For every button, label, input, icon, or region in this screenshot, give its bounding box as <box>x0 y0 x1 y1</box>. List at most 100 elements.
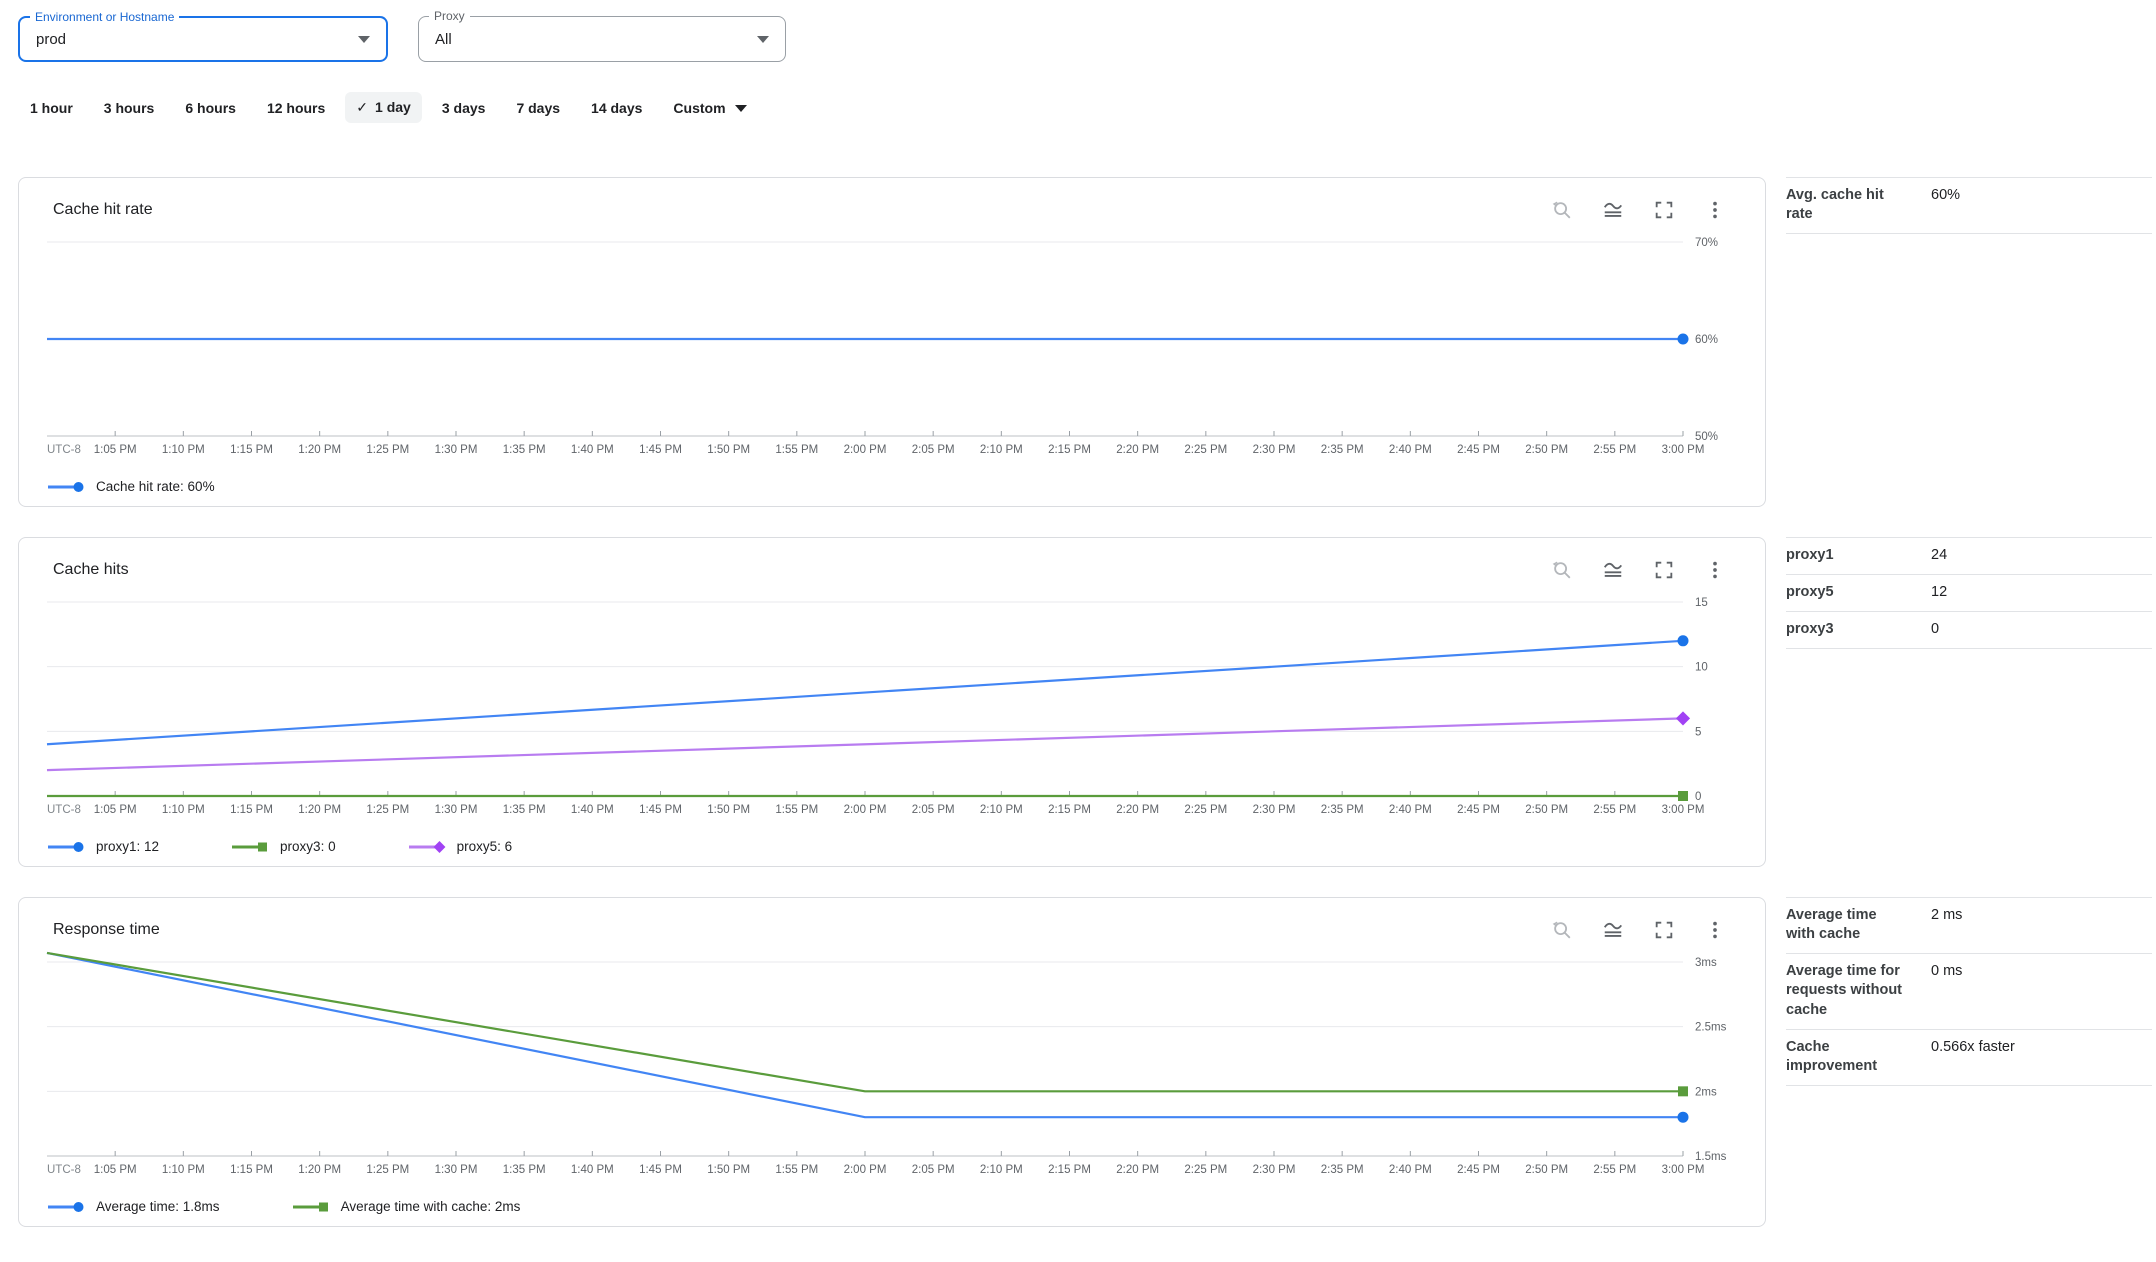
svg-text:1:40 PM: 1:40 PM <box>571 1164 614 1176</box>
time-range-6-hours[interactable]: 6 hours <box>185 99 236 116</box>
chart-title: Cache hits <box>53 561 129 578</box>
chart-style-icon[interactable] <box>1601 918 1625 942</box>
dashboard: Cache hit rate 70% 60% 50% 1:05 <box>0 177 2156 1227</box>
cache-hits-legend: proxy1: 12 proxy3: 0 proxy5: 6 <box>47 839 1765 854</box>
svg-text:1:20 PM: 1:20 PM <box>298 1164 341 1176</box>
stat-value: 24 <box>1931 547 1948 563</box>
legend-item[interactable]: Cache hit rate: 60% <box>47 479 215 494</box>
cache-hit-rate-row: Cache hit rate 70% 60% 50% 1:05 <box>18 177 2156 507</box>
stat-row: Avg. cache hit rate 60% <box>1786 178 2152 235</box>
svg-text:2:10 PM: 2:10 PM <box>980 1164 1023 1176</box>
svg-text:1:25 PM: 1:25 PM <box>366 444 409 456</box>
zoom-reset-icon[interactable] <box>1550 918 1574 942</box>
time-range-3-days[interactable]: 3 days <box>441 99 486 116</box>
chevron-down-icon <box>757 35 769 43</box>
svg-text:1:55 PM: 1:55 PM <box>775 804 818 816</box>
check-icon: ✓ <box>356 99 369 115</box>
stat-value: 60% <box>1931 187 1961 203</box>
svg-text:2:15 PM: 2:15 PM <box>1048 1164 1091 1176</box>
svg-text:1:45 PM: 1:45 PM <box>639 444 682 456</box>
response-time-stats-panel: Average time with cache 2 ms Average time … <box>1786 897 2152 1086</box>
svg-text:2:05 PM: 2:05 PM <box>912 444 955 456</box>
proxy-select-value: All <box>435 30 452 48</box>
svg-text:2:10 PM: 2:10 PM <box>980 804 1023 816</box>
svg-text:2:45 PM: 2:45 PM <box>1457 1164 1500 1176</box>
chart-toolbar <box>1550 918 1727 942</box>
more-options-icon[interactable] <box>1703 198 1727 222</box>
svg-text:1:20 PM: 1:20 PM <box>298 804 341 816</box>
circle-series-marker <box>48 481 84 492</box>
time-range-1-day[interactable]: ✓ 1 day <box>345 92 422 123</box>
time-range-7-days[interactable]: 7 days <box>516 99 561 116</box>
chart-style-icon[interactable] <box>1601 198 1625 222</box>
time-range-custom[interactable]: Custom <box>662 93 757 123</box>
svg-text:2:30 PM: 2:30 PM <box>1253 1164 1296 1176</box>
zoom-reset-icon[interactable] <box>1550 198 1574 222</box>
cache-hits-row: Cache hits 15 10 5 0 1:05 PM 1:10 <box>18 537 2156 867</box>
svg-text:1:15 PM: 1:15 PM <box>230 1164 273 1176</box>
time-range-14-days[interactable]: 14 days <box>591 99 643 116</box>
svg-text:0: 0 <box>1695 791 1701 803</box>
svg-text:1:30 PM: 1:30 PM <box>435 444 478 456</box>
svg-text:50%: 50% <box>1695 431 1718 443</box>
svg-text:1:05 PM: 1:05 PM <box>94 804 137 816</box>
cache-hits-stats-panel: proxy1 24 proxy5 12 proxy3 0 <box>1786 537 2152 650</box>
svg-text:2:35 PM: 2:35 PM <box>1321 1164 1364 1176</box>
legend-item[interactable]: Average time: 1.8ms <box>47 1199 220 1214</box>
fullscreen-icon[interactable] <box>1652 918 1676 942</box>
svg-text:1:40 PM: 1:40 PM <box>571 444 614 456</box>
svg-text:3:00 PM: 3:00 PM <box>1662 444 1705 456</box>
stat-label: proxy5 <box>1786 584 1834 601</box>
stat-row: Average time with cache 2 ms <box>1786 898 2152 955</box>
card-header: Response time <box>19 898 1765 948</box>
legend-label: Cache hit rate: 60% <box>96 479 215 494</box>
stat-row: proxy1 24 <box>1786 538 2152 576</box>
svg-text:2:50 PM: 2:50 PM <box>1525 804 1568 816</box>
svg-text:5: 5 <box>1695 726 1701 738</box>
proxy-select[interactable]: Proxy All <box>418 9 786 62</box>
svg-text:3:00 PM: 3:00 PM <box>1662 1164 1705 1176</box>
legend-item[interactable]: proxy5: 6 <box>408 839 512 854</box>
fullscreen-icon[interactable] <box>1652 558 1676 582</box>
time-range-12-hours[interactable]: 12 hours <box>266 99 326 116</box>
stat-label: Average time with cache <box>1786 907 1877 943</box>
svg-text:1:15 PM: 1:15 PM <box>230 804 273 816</box>
square-series-marker <box>232 842 268 851</box>
time-range-3-hours[interactable]: 3 hours <box>103 99 155 116</box>
svg-text:2:40 PM: 2:40 PM <box>1389 1164 1432 1176</box>
svg-text:60%: 60% <box>1695 334 1718 346</box>
svg-text:1:55 PM: 1:55 PM <box>775 1164 818 1176</box>
svg-text:2:05 PM: 2:05 PM <box>912 1164 955 1176</box>
fullscreen-icon[interactable] <box>1652 198 1676 222</box>
svg-text:UTC-8: UTC-8 <box>47 804 81 816</box>
stat-value: 12 <box>1931 584 1948 601</box>
zoom-reset-icon[interactable] <box>1550 558 1574 582</box>
cache-hit-rate-chart[interactable]: 70% 60% 50% 1:05 PM 1:10 PM 1:15 PM 1:20 PM 1:2… <box>19 230 1731 474</box>
cache-hits-chart[interactable]: 15 10 5 0 1:05 PM 1:10 PM 1:15 PM 1:20 PM 1:25 P… <box>19 590 1731 834</box>
chart-title: Cache hit rate <box>53 201 153 218</box>
diamond-series-marker <box>408 840 446 853</box>
legend-item[interactable]: proxy3: 0 <box>231 839 336 854</box>
svg-text:2:00 PM: 2:00 PM <box>844 1164 887 1176</box>
svg-text:2:00 PM: 2:00 PM <box>844 804 887 816</box>
stat-value: 0 <box>1931 621 1940 638</box>
svg-text:1:10 PM: 1:10 PM <box>162 444 205 456</box>
svg-text:2:55 PM: 2:55 PM <box>1593 444 1636 456</box>
time-range-1-hour[interactable]: 1 hour <box>30 99 73 116</box>
stat-value: 0.566x faster <box>1931 1038 2015 1055</box>
svg-text:2:30 PM: 2:30 PM <box>1253 444 1296 456</box>
legend-item[interactable]: proxy1: 12 <box>47 839 159 854</box>
proxy-select-label: Proxy <box>429 9 470 23</box>
svg-text:2:35 PM: 2:35 PM <box>1321 444 1364 456</box>
more-options-icon[interactable] <box>1703 558 1727 582</box>
legend-item[interactable]: Average time with cache: 2ms <box>292 1199 520 1214</box>
chevron-down-icon <box>734 105 747 113</box>
svg-text:2:50 PM: 2:50 PM <box>1525 1164 1568 1176</box>
more-options-icon[interactable] <box>1703 918 1727 942</box>
svg-text:1:35 PM: 1:35 PM <box>503 804 546 816</box>
chart-style-icon[interactable] <box>1601 558 1625 582</box>
environment-select[interactable]: Environment or Hostname prod <box>18 10 388 62</box>
svg-text:1:40 PM: 1:40 PM <box>571 804 614 816</box>
response-time-chart[interactable]: 3ms 2.5ms 2ms 1.5ms 1:05 PM 1:10 PM 1:15 PM 1:2… <box>19 950 1731 1194</box>
svg-text:2ms: 2ms <box>1695 1086 1717 1098</box>
